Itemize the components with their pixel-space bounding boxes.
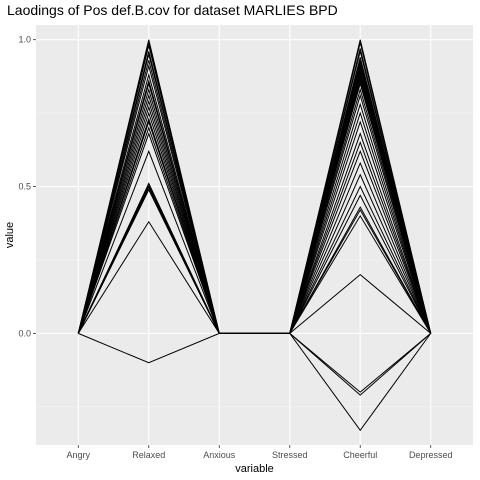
x-tick-label: Anxious bbox=[203, 450, 236, 460]
x-tick-label: Stressed bbox=[272, 450, 308, 460]
y-tick-label: 1.0 bbox=[18, 35, 31, 45]
series-layer bbox=[77, 39, 432, 432]
y-axis: 0.0 0.5 1.0 bbox=[18, 35, 36, 338]
x-tick-label: Cheerful bbox=[343, 450, 377, 460]
x-tick-label: Relaxed bbox=[132, 450, 165, 460]
chart-title: Laodings of Pos def.B.cov for dataset MA… bbox=[7, 2, 338, 18]
series-line bbox=[78, 332, 432, 432]
y-tick-label: 0.5 bbox=[18, 182, 31, 192]
x-axis-title: variable bbox=[235, 463, 274, 475]
x-tick-label: Angry bbox=[67, 450, 91, 460]
x-tick-label: Depressed bbox=[409, 450, 453, 460]
x-axis: Angry Relaxed Anxious Stressed Cheerful Depre… bbox=[67, 445, 453, 460]
y-tick-label: 0.0 bbox=[18, 328, 31, 338]
y-axis-title: value bbox=[4, 222, 16, 248]
